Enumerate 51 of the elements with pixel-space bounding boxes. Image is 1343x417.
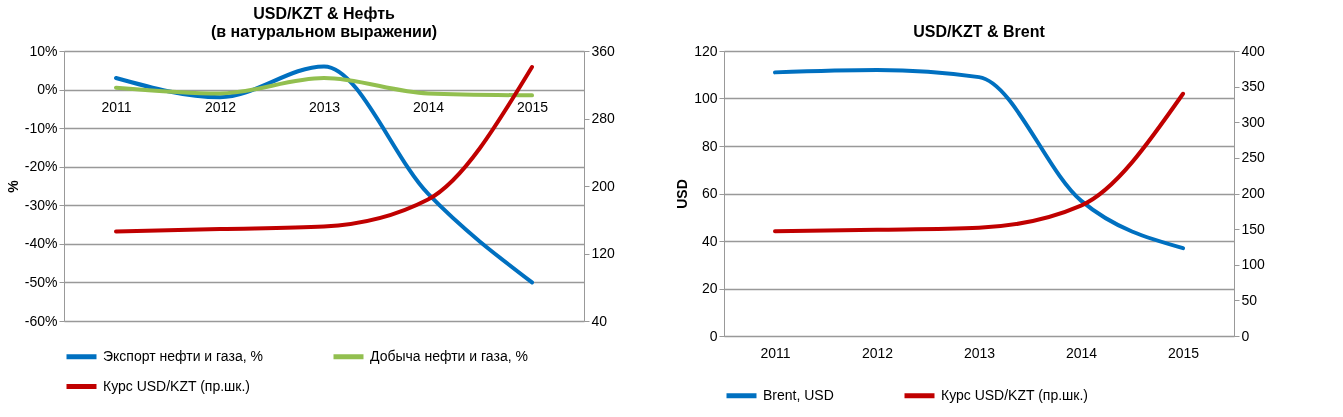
x-tick-label: 2011 (760, 344, 791, 361)
y-tick-label: 0% (37, 81, 58, 98)
y2-tick-label: 100 (1241, 256, 1266, 273)
y-tick-label: 40 (701, 232, 718, 249)
y2-tick-label: 200 (591, 177, 616, 194)
legend-label: Добыча нефти и газа, % (370, 347, 528, 364)
legend-label: Курс USD/KZT (пр.шк.) (941, 386, 1089, 403)
x-tick-label: 2011 (101, 98, 132, 115)
y2-tick-label: 280 (591, 110, 616, 126)
y-tick-label: 80 (701, 137, 718, 154)
y-tick-label: -60% (24, 312, 58, 329)
line-series (114, 76, 534, 98)
y-axis-title: USD (674, 179, 691, 209)
legend-label: Brent, USD (763, 386, 834, 403)
y2-tick-label: 40 (591, 312, 608, 329)
legend-label: Курс USD/KZT (пр.шк.) (103, 377, 251, 394)
legend-label: Экспорт нефти и газа, % (103, 347, 263, 364)
y-tick-label: 20 (701, 280, 718, 296)
line-series (773, 91, 1185, 234)
y2-tick-label: 0 (1241, 327, 1250, 344)
y-tick-label: -20% (24, 158, 58, 175)
x-tick-label: 2012 (204, 98, 237, 115)
y2-tick-label: 300 (1241, 113, 1266, 130)
x-tick-label: 2013 (963, 344, 996, 361)
y-tick-label: -10% (24, 119, 58, 136)
y2-tick-label: 350 (1241, 78, 1266, 95)
chart-title: USD/KZT & Нефть (в натуральном выражении) (210, 5, 438, 40)
y2-tick-label: 50 (1241, 291, 1258, 308)
y-tick-label: -50% (24, 273, 58, 290)
y-tick-label: 120 (694, 42, 718, 59)
y2-tick-label: 360 (591, 42, 616, 59)
y-tick-label: 100 (694, 90, 718, 106)
y2-tick-label: 120 (591, 245, 616, 261)
x-tick-label: 2014 (412, 98, 445, 115)
x-tick-label: 2014 (1065, 344, 1098, 361)
y2-tick-label: 250 (1241, 149, 1266, 166)
x-tick-label: 2013 (308, 98, 341, 115)
y2-tick-label: 200 (1241, 185, 1266, 201)
x-tick-label: 2015 (1167, 344, 1200, 361)
x-tick-label: 2015 (516, 98, 549, 115)
y-tick-label: 0 (709, 327, 718, 344)
y2-tick-label: 150 (1241, 220, 1266, 237)
y-axis-title: % (4, 179, 21, 193)
x-tick-label: 2012 (861, 344, 894, 361)
line-series (773, 68, 1185, 251)
chart-title: USD/KZT & Brent (913, 23, 1046, 40)
y-tick-label: 10% (29, 42, 58, 59)
y-tick-label: -30% (24, 196, 58, 213)
y-tick-label: 60 (701, 185, 718, 201)
y2-tick-label: 400 (1241, 42, 1266, 59)
y-tick-label: -40% (24, 235, 58, 252)
